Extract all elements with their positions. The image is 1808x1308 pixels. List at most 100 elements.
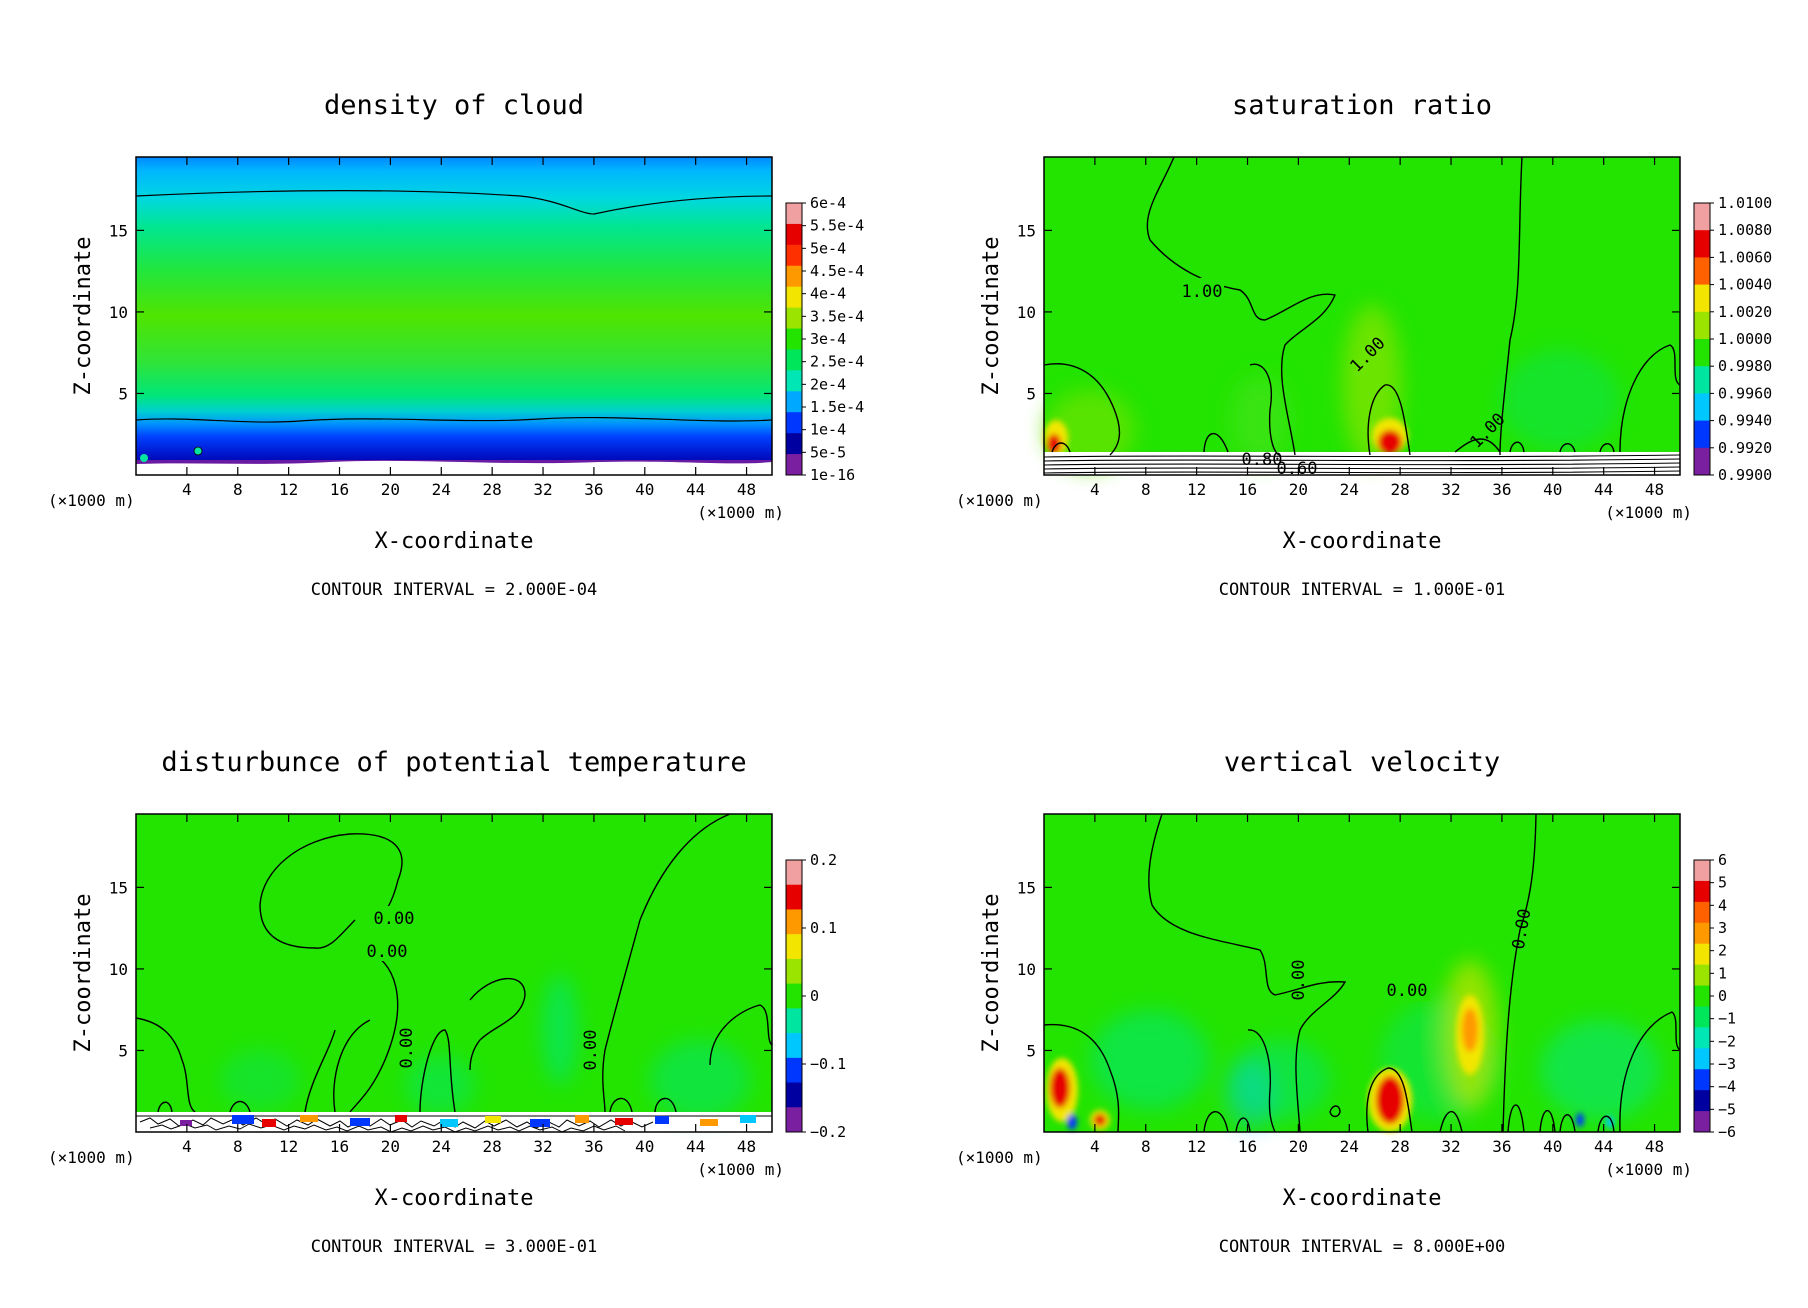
colorbar-label: −4 bbox=[1718, 1078, 1736, 1096]
colorbar-swatch bbox=[1694, 1090, 1710, 1112]
colorbar-swatch bbox=[1694, 985, 1710, 1007]
colorbar-label: −6 bbox=[1718, 1123, 1736, 1141]
colorbar-label: 2e-4 bbox=[810, 375, 846, 393]
contour-interval: CONTOUR INTERVAL = 2.000E-04 bbox=[311, 580, 598, 600]
colorbar-swatch bbox=[1694, 943, 1710, 966]
x-tick-label: 8 bbox=[233, 480, 243, 499]
y-tick-label: 5 bbox=[1026, 384, 1036, 403]
x-tick-label: 4 bbox=[1090, 1137, 1100, 1156]
y-ticks: 5 10 15 bbox=[109, 878, 772, 1060]
plot-frame bbox=[135, 156, 773, 476]
colorbar-label: 0.9960 bbox=[1718, 384, 1772, 402]
x-unit-right: (×1000 m) bbox=[697, 1160, 784, 1179]
y-tick-label: 10 bbox=[1017, 303, 1036, 322]
x-tick-label: 48 bbox=[737, 1137, 756, 1156]
colorbar-swatch bbox=[786, 958, 802, 985]
colorbar-swatch bbox=[1694, 880, 1710, 903]
colorbar-swatch bbox=[1694, 339, 1710, 367]
plot-area bbox=[135, 156, 773, 476]
colorbar-label: 5e-4 bbox=[810, 239, 846, 257]
colorbar-label: 0.9980 bbox=[1718, 357, 1772, 375]
x-tick-label: 12 bbox=[1187, 480, 1206, 499]
x-tick-label: 4 bbox=[1090, 480, 1100, 499]
y-tick-label: 5 bbox=[118, 1041, 128, 1060]
x-tick-label: 24 bbox=[432, 480, 451, 499]
plot-frame bbox=[1043, 156, 1681, 476]
colorbar-swatch bbox=[1694, 230, 1710, 258]
x-tick-label: 40 bbox=[1543, 1137, 1562, 1156]
y-axis-label: Z-coordinate bbox=[71, 894, 96, 1053]
plot-area: 0.00 0.00 0.00 0.00 bbox=[135, 813, 773, 1133]
colorbar-swatch bbox=[786, 934, 802, 960]
contour-line bbox=[135, 416, 773, 423]
colorbar-swatch bbox=[786, 1082, 802, 1108]
chart-title: density of cloud bbox=[324, 90, 584, 121]
contour-interval: CONTOUR INTERVAL = 3.000E-01 bbox=[311, 1237, 598, 1257]
colorbar-label: −3 bbox=[1718, 1055, 1736, 1073]
y-axis-label: Z-coordinate bbox=[979, 894, 1004, 1053]
x-ticks: 4 8 12 16 20 24 28 32 36 40 44 48 bbox=[1090, 157, 1664, 499]
x-tick-label: 8 bbox=[233, 1137, 243, 1156]
x-tick-label: 28 bbox=[483, 480, 502, 499]
x-tick-label: 28 bbox=[1391, 480, 1410, 499]
colorbar-label: 5e-5 bbox=[810, 443, 846, 461]
contour-label: 0.80 bbox=[1242, 450, 1283, 470]
x-tick-label: 20 bbox=[381, 1137, 400, 1156]
x-tick-label: 24 bbox=[1340, 480, 1359, 499]
x-unit-left: (×1000 m) bbox=[48, 1148, 135, 1167]
contour-label: 0.00 bbox=[1387, 981, 1428, 1001]
x-tick-label: 36 bbox=[584, 480, 603, 499]
contour-label: 0.00 bbox=[1289, 960, 1309, 1001]
x-tick-label: 12 bbox=[1187, 1137, 1206, 1156]
colorbar-swatch bbox=[1694, 1006, 1710, 1028]
colorbar-swatch bbox=[786, 328, 802, 350]
plot-area: 1.00 1.00 1.00 0.80 0.60 bbox=[1043, 156, 1681, 479]
y-axis-label: Z-coordinate bbox=[71, 237, 96, 396]
colorbar-label: 4e-4 bbox=[810, 285, 846, 303]
x-tick-label: 48 bbox=[1645, 1137, 1664, 1156]
x-tick-label: 44 bbox=[686, 1137, 705, 1156]
field-shading bbox=[220, 975, 750, 1120]
y-tick-label: 10 bbox=[109, 960, 128, 979]
x-tick-label: 16 bbox=[1238, 480, 1257, 499]
colorbar-swatch bbox=[1694, 1048, 1710, 1070]
field-gradient bbox=[136, 157, 772, 475]
x-tick-label: 28 bbox=[483, 1137, 502, 1156]
x-tick-label: 4 bbox=[182, 1137, 192, 1156]
ground-contours bbox=[1043, 454, 1681, 474]
colorbar-swatch bbox=[1694, 1111, 1710, 1133]
colorbar-swatch bbox=[786, 412, 802, 434]
colorbar-label: 1.0040 bbox=[1718, 276, 1772, 294]
colorbar-label: 1.0100 bbox=[1718, 194, 1772, 212]
colorbar-label: −1 bbox=[1718, 1010, 1736, 1028]
colorbar-label: 1.0000 bbox=[1718, 330, 1772, 348]
ground-white bbox=[136, 460, 772, 475]
colorbar-swatch bbox=[1694, 366, 1710, 394]
x-tick-label: 12 bbox=[279, 1137, 298, 1156]
colorbar-swatch bbox=[786, 983, 802, 1009]
x-tick-label: 16 bbox=[330, 1137, 349, 1156]
colorbar: 6e-4 5.5e-4 5e-4 4.5e-4 4e-4 3.5e-4 3e-4 2.5e-4… bbox=[785, 194, 864, 484]
field-shading bbox=[1090, 960, 1660, 1130]
contour-label: 1.00 bbox=[1182, 282, 1223, 302]
x-tick-label: 24 bbox=[432, 1137, 451, 1156]
x-tick-label: 32 bbox=[533, 1137, 552, 1156]
colorbar-label: 0.9920 bbox=[1718, 439, 1772, 457]
colorbar-label: 5.5e-4 bbox=[810, 217, 864, 235]
colorbar-label: 6e-4 bbox=[810, 194, 846, 212]
x-tick-label: 24 bbox=[1340, 1137, 1359, 1156]
x-tick-label: 48 bbox=[1645, 480, 1664, 499]
x-tick-label: 16 bbox=[1238, 1137, 1257, 1156]
colorbar-label: 0.9900 bbox=[1718, 466, 1772, 484]
x-unit-left: (×1000 m) bbox=[956, 491, 1043, 510]
x-unit-right: (×1000 m) bbox=[1605, 1160, 1692, 1179]
colorbar-label: 1.5e-4 bbox=[810, 398, 864, 416]
contour-label: 0.00 bbox=[374, 909, 415, 929]
y-tick-label: 15 bbox=[109, 221, 128, 240]
y-tick-label: 15 bbox=[1017, 878, 1036, 897]
x-ticks: 4 8 12 16 20 24 28 32 36 40 44 48 bbox=[182, 814, 756, 1156]
x-tick-label: 20 bbox=[381, 480, 400, 499]
x-tick-label: 28 bbox=[1391, 1137, 1410, 1156]
x-tick-label: 12 bbox=[279, 480, 298, 499]
